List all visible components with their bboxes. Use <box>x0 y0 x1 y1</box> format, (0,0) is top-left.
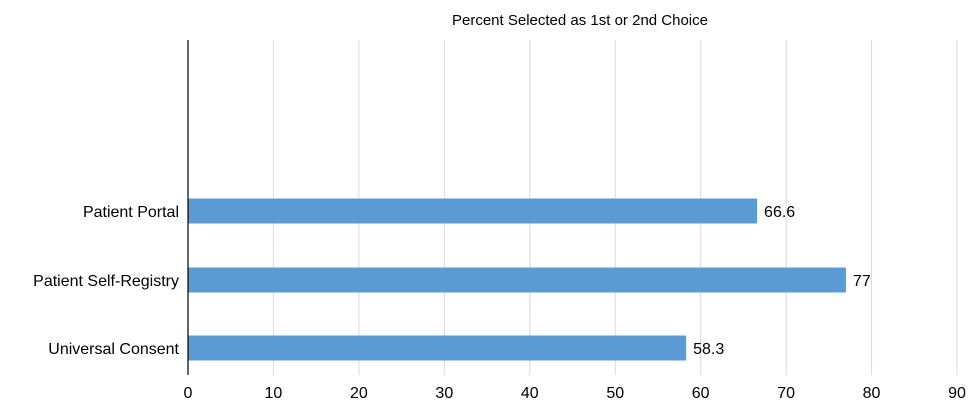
category-labels: Patient Portal Patient Self-Registry Unive… <box>33 204 179 358</box>
data-label: 58.3 <box>693 341 724 358</box>
bar <box>188 198 758 224</box>
x-tick-label: 10 <box>265 385 283 402</box>
x-tick-label: 0 <box>184 385 193 402</box>
data-label: 66.6 <box>764 204 795 221</box>
bar <box>188 267 846 293</box>
x-tick-label: 60 <box>692 385 710 402</box>
data-label: 77 <box>853 273 871 290</box>
x-tick-label: 70 <box>777 385 795 402</box>
x-tick-label: 90 <box>948 385 966 402</box>
bars <box>188 198 846 361</box>
x-tick-label: 50 <box>606 385 624 402</box>
x-tick-label: 30 <box>435 385 453 402</box>
category-label: Patient Portal <box>83 204 179 221</box>
x-axis-ticks: 0 10 20 30 40 50 60 70 80 90 <box>184 385 966 402</box>
x-tick-label: 80 <box>863 385 881 402</box>
x-tick-label: 40 <box>521 385 539 402</box>
x-tick-label: 20 <box>350 385 368 402</box>
category-label: Patient Self-Registry <box>33 273 179 290</box>
chart-title: Percent Selected as 1st or 2nd Choice <box>452 12 708 29</box>
category-label: Universal Consent <box>48 341 179 358</box>
data-labels: 66.6 77 58.3 <box>693 204 871 358</box>
bar <box>188 335 687 361</box>
